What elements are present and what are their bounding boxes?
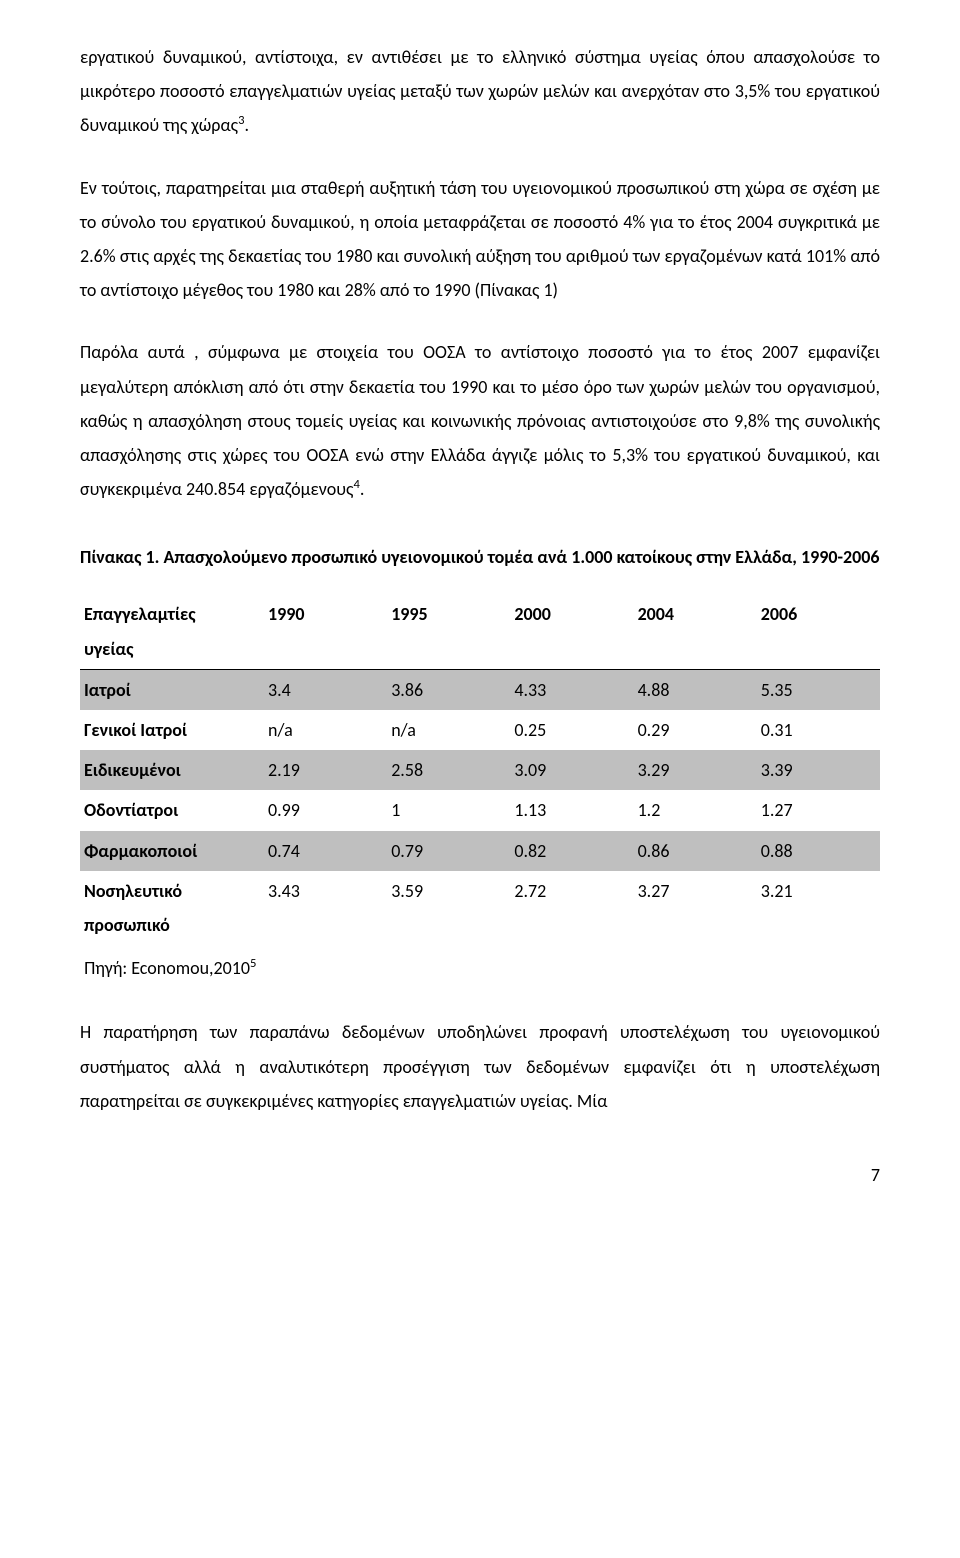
- paragraph-4: Η παρατήρηση των παραπάνω δεδομένων υποδ…: [80, 1015, 880, 1118]
- table-header-category: Επαγγελαμτίες υγείας: [80, 594, 264, 669]
- table-row: Ειδικευμένοι 2.19 2.58 3.09 3.29 3.39: [80, 750, 880, 790]
- paragraph-1-end: .: [244, 114, 249, 136]
- table-cell: 3.86: [387, 669, 510, 710]
- table-row: Γενικοί Ιατροί n/a n/a 0.25 0.29 0.31: [80, 710, 880, 750]
- table-cell: n/a: [387, 710, 510, 750]
- table-cell: 0.99: [264, 790, 387, 830]
- table-cell-category: Ιατροί: [80, 669, 264, 710]
- table-cell: 4.33: [510, 669, 633, 710]
- table-header-year: 2006: [757, 594, 880, 669]
- table-source-text: Πηγή: Economou,2010: [84, 957, 250, 979]
- table-1: Επαγγελαμτίες υγείας 1990 1995 2000 2004…: [80, 594, 880, 945]
- table-1-title: Πίνακας 1. Απασχολούμενο προσωπικό υγειο…: [80, 540, 880, 574]
- paragraph-1-text: εργατικού δυναμικού, αντίστοιχα, εν αντι…: [80, 46, 880, 136]
- table-source: Πηγή: Economou,20105: [80, 951, 880, 985]
- paragraph-3: Παρόλα αυτά , σύμφωνα με στοιχεία του ΟΟ…: [80, 335, 880, 506]
- table-header-year: 2004: [634, 594, 757, 669]
- table-header-year: 1995: [387, 594, 510, 669]
- paragraph-2: Εν τούτοις, παρατηρείται μια σταθερή αυξ…: [80, 171, 880, 308]
- table-cell: 4.88: [634, 669, 757, 710]
- table-cell: 0.86: [634, 831, 757, 871]
- table-cell: 0.74: [264, 831, 387, 871]
- page-number: 7: [80, 1158, 880, 1192]
- table-cell: 0.79: [387, 831, 510, 871]
- table-header-category-l1: Επαγγελαμτίες: [84, 603, 196, 625]
- table-cell: 3.43: [264, 871, 387, 945]
- table-row: Οδοντίατροι 0.99 1 1.13 1.2 1.27: [80, 790, 880, 830]
- table-cell: 3.29: [634, 750, 757, 790]
- paragraph-1: εργατικού δυναμικού, αντίστοιχα, εν αντι…: [80, 40, 880, 143]
- table-cell: 5.35: [757, 669, 880, 710]
- table-cell-category-l1: Νοσηλευτικό: [84, 880, 182, 902]
- table-cell: 0.88: [757, 831, 880, 871]
- table-cell: 0.31: [757, 710, 880, 750]
- footnote-ref-5: 5: [250, 956, 256, 971]
- table-cell: 0.25: [510, 710, 633, 750]
- table-cell: 3.4: [264, 669, 387, 710]
- table-cell-category: Γενικοί Ιατροί: [80, 710, 264, 750]
- table-cell-category: Ειδικευμένοι: [80, 750, 264, 790]
- table-cell-category: Οδοντίατροι: [80, 790, 264, 830]
- table-row: Ιατροί 3.4 3.86 4.33 4.88 5.35: [80, 669, 880, 710]
- table-cell: 3.27: [634, 871, 757, 945]
- table-header-row: Επαγγελαμτίες υγείας 1990 1995 2000 2004…: [80, 594, 880, 669]
- table-cell: 2.58: [387, 750, 510, 790]
- table-row: Φαρμακοποιοί 0.74 0.79 0.82 0.86 0.88: [80, 831, 880, 871]
- table-header-category-l2: υγείας: [84, 638, 133, 660]
- paragraph-2-text: Εν τούτοις, παρατηρείται μια σταθερή αυξ…: [80, 177, 880, 302]
- paragraph-3-end: .: [360, 478, 365, 500]
- table-cell-category: Νοσηλευτικό προσωπικό: [80, 871, 264, 945]
- paragraph-3-text: Παρόλα αυτά , σύμφωνα με στοιχεία του ΟΟ…: [80, 341, 880, 500]
- table-cell: n/a: [264, 710, 387, 750]
- table-cell: 0.29: [634, 710, 757, 750]
- table-cell: 3.59: [387, 871, 510, 945]
- table-cell: 1.27: [757, 790, 880, 830]
- table-cell-category-l2: προσωπικό: [84, 914, 170, 936]
- table-cell: 1.2: [634, 790, 757, 830]
- table-cell-category: Φαρμακοποιοί: [80, 831, 264, 871]
- table-header-year: 1990: [264, 594, 387, 669]
- table-cell: 1: [387, 790, 510, 830]
- table-row: Νοσηλευτικό προσωπικό 3.43 3.59 2.72 3.2…: [80, 871, 880, 945]
- table-cell: 3.09: [510, 750, 633, 790]
- table-header-year: 2000: [510, 594, 633, 669]
- table-cell: 2.72: [510, 871, 633, 945]
- table-cell: 3.21: [757, 871, 880, 945]
- table-cell: 3.39: [757, 750, 880, 790]
- table-cell: 1.13: [510, 790, 633, 830]
- table-cell: 0.82: [510, 831, 633, 871]
- table-cell: 2.19: [264, 750, 387, 790]
